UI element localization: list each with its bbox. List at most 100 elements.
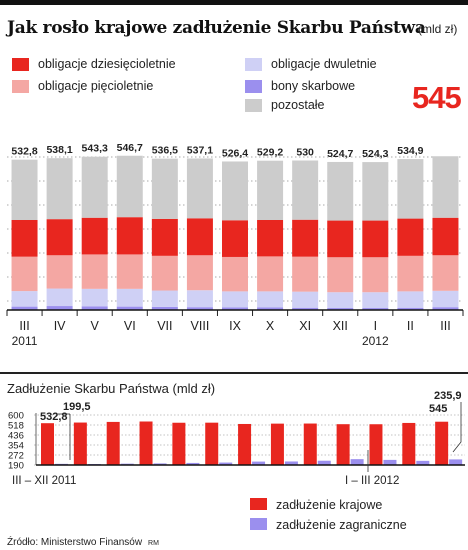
bar-obligacje-piecioletnie xyxy=(151,255,178,291)
legend-item-treasury-bills: bony skarbowe xyxy=(245,79,355,93)
bar-domestic-debt xyxy=(270,423,284,465)
bar-pozostale xyxy=(46,158,73,220)
bar-obligacje-dwuletnie xyxy=(81,288,108,307)
bar-pozostale xyxy=(116,155,143,218)
bar-obligacje-dziesiecioletnie xyxy=(327,220,354,258)
x-tick-label: III xyxy=(440,319,450,333)
bar-pozostale xyxy=(11,159,38,220)
bar-foreign-debt xyxy=(284,461,298,465)
bar-obligacje-piecioletnie xyxy=(186,255,213,291)
bar-domestic-debt xyxy=(172,422,186,465)
bar-obligacje-dwuletnie xyxy=(151,290,178,307)
bar-obligacje-dziesiecioletnie xyxy=(46,219,73,256)
bar-pozostale xyxy=(397,159,424,219)
bar-obligacje-piecioletnie xyxy=(397,255,424,292)
legend-swatch xyxy=(245,57,262,71)
bar-obligacje-piecioletnie xyxy=(362,257,389,293)
bar-domestic-debt xyxy=(238,423,252,465)
unit-label: (mld zł) xyxy=(418,22,458,36)
x-tick-label: VIII xyxy=(191,319,210,333)
x-tick-label: XII xyxy=(333,319,348,333)
year-label: 2012 xyxy=(362,334,389,348)
source-note: Źródło: Ministerstwo Finansów RM xyxy=(7,537,159,548)
bar-foreign-debt xyxy=(186,462,200,465)
annotation-label: 199,5 xyxy=(63,401,91,413)
bar-pozostale xyxy=(151,158,178,219)
bar-domestic-debt xyxy=(402,422,416,465)
x-tick-label: V xyxy=(91,319,100,333)
bar-bony-skarbowe xyxy=(151,306,178,310)
top-rule xyxy=(0,0,468,5)
bar-domestic-debt xyxy=(303,423,317,465)
annotation-leader xyxy=(452,402,462,453)
bar-obligacje-dziesiecioletnie xyxy=(151,218,178,256)
legend-swatch xyxy=(12,57,29,71)
highlight-value: 545 xyxy=(412,80,462,115)
bar-obligacje-dziesiecioletnie xyxy=(186,218,213,256)
bar-domestic-debt xyxy=(205,422,219,465)
legend-swatch xyxy=(245,98,262,112)
bar-pozostale xyxy=(222,161,248,221)
bar-bony-skarbowe xyxy=(257,307,284,310)
legend-item-ten-year: obligacje dziesięcioletnie xyxy=(12,57,176,71)
second-chart-title: Zadłużenie Skarbu Państwa (mld zł) xyxy=(7,381,216,396)
bar-foreign-debt xyxy=(252,461,266,465)
total-label: 524,7 xyxy=(327,148,353,160)
total-label: 529,2 xyxy=(257,147,283,159)
year-label: 2011 xyxy=(12,334,38,348)
bar-obligacje-dziesiecioletnie xyxy=(116,217,143,255)
bar-obligacje-dwuletnie xyxy=(432,290,459,308)
period-label: III – XII 2011 xyxy=(12,475,76,487)
y-tick-label: 518 xyxy=(8,421,24,432)
bar-obligacje-piecioletnie xyxy=(116,254,143,289)
bar-bony-skarbowe xyxy=(327,308,354,310)
y-tick-label: 354 xyxy=(8,441,24,452)
legend-swatch xyxy=(245,79,262,93)
total-label: 530 xyxy=(296,146,314,158)
bar-bony-skarbowe xyxy=(116,306,143,310)
bar-foreign-debt xyxy=(350,459,364,465)
bar-foreign-debt xyxy=(416,460,430,465)
legend-label: zadłużenie zagraniczne xyxy=(276,518,407,532)
total-label: 537,1 xyxy=(187,144,213,156)
bar-pozostale xyxy=(432,156,459,218)
bar-domestic-debt xyxy=(106,421,120,465)
legend-item-other: pozostałe xyxy=(245,98,325,112)
bar-obligacje-dwuletnie xyxy=(222,291,248,308)
total-label: 534,9 xyxy=(397,145,423,157)
total-label: 524,3 xyxy=(362,148,388,160)
x-tick-label: XI xyxy=(299,319,311,333)
bar-bony-skarbowe xyxy=(81,306,108,310)
bar-domestic-debt xyxy=(41,423,54,465)
annotation-label: 235,9 xyxy=(434,390,462,402)
bar-pozostale xyxy=(81,156,108,218)
bar-obligacje-piecioletnie xyxy=(292,256,319,292)
bar-obligacje-dwuletnie xyxy=(327,292,354,309)
x-tick-label: IX xyxy=(229,319,241,333)
x-tick-label: III xyxy=(19,319,29,333)
y-tick-label: 436 xyxy=(8,431,24,442)
bar-obligacje-piecioletnie xyxy=(327,257,354,293)
y-tick-label: 272 xyxy=(8,451,24,462)
y-tick-label: 600 xyxy=(8,411,24,422)
bar-domestic-debt xyxy=(139,421,153,465)
bar-obligacje-piecioletnie xyxy=(81,254,108,289)
annotation-label: 545 xyxy=(429,403,447,415)
legend-label: pozostałe xyxy=(271,98,325,112)
period-label: I – III 2012 xyxy=(345,475,399,487)
chart-title: Jak rosło krajowe zadłużenie Skarbu Pańs… xyxy=(7,18,426,38)
total-label: 526,4 xyxy=(222,147,248,159)
bar-obligacje-dziesiecioletnie xyxy=(432,217,459,256)
bar-obligacje-piecioletnie xyxy=(257,256,284,292)
bar-obligacje-dziesiecioletnie xyxy=(222,220,248,257)
total-label: 538,1 xyxy=(46,144,72,156)
bar-obligacje-dwuletnie xyxy=(397,291,424,308)
bar-obligacje-piecioletnie xyxy=(432,255,459,291)
x-tick-label: I xyxy=(374,319,377,333)
legend-label: obligacje dziesięcioletnie xyxy=(38,57,176,71)
bar-foreign-debt xyxy=(153,463,167,465)
bar-foreign-debt xyxy=(383,459,397,465)
legend-label: obligacje dwuletnie xyxy=(271,57,377,71)
total-label: 536,5 xyxy=(152,145,178,157)
